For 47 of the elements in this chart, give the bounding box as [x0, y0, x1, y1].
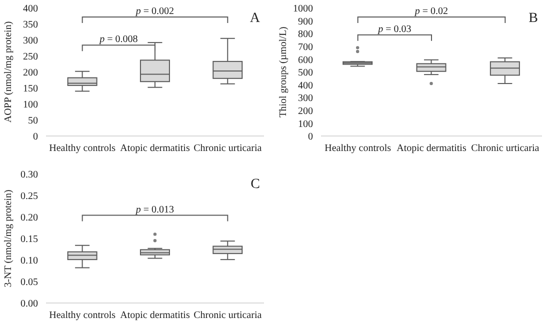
x-tick-label: Healthy controls [324, 143, 392, 154]
y-tick-label: 300 [298, 93, 313, 104]
annotation: p = 0.008 [98, 34, 138, 46]
y-tick-label: 100 [23, 100, 38, 111]
y-tick-label: 0.20 [20, 212, 38, 224]
y-tick-label: 0.05 [20, 277, 38, 288]
y-tick-label: 50 [28, 116, 38, 127]
y-tick-label: 1000 [293, 4, 313, 15]
x-tick-label: Chronic urticaria [194, 143, 262, 154]
y-axis-title: AOPP (nmol/mg protein) [3, 21, 14, 123]
chart-title: C [250, 177, 260, 192]
y-tick-label: 0 [33, 132, 38, 143]
annotation: p = 0.03 [377, 24, 412, 35]
y-tick-label: 300 [23, 36, 38, 47]
y-tick-label: 400 [23, 4, 38, 15]
annotation: p = 0.02 [414, 6, 448, 17]
annotation: p = 0.002 [134, 6, 174, 17]
y-tick-label: 900 [298, 16, 313, 28]
y-tick-label: 200 [298, 106, 313, 117]
y-tick-label: 600 [298, 54, 313, 66]
y-tick-label: 0.15 [20, 234, 38, 246]
chart-title: B [528, 11, 538, 26]
x-tick-label: Healthy controls [49, 310, 116, 322]
chart-title: A [250, 11, 261, 26]
y-tick-label: 0 [308, 132, 313, 143]
y-tick-label: 0.25 [20, 191, 38, 202]
y-tick-label: 150 [23, 84, 38, 95]
x-tick-label: Atopic dermatitis [120, 143, 190, 154]
y-tick-label: 200 [23, 68, 38, 79]
y-tick-label: 500 [298, 68, 313, 79]
y-tick-label: 100 [298, 118, 313, 130]
x-tick-label: Chronic urticaria [471, 143, 540, 154]
x-tick-label: Atopic dermatitis [396, 143, 466, 154]
y-tick-label: 250 [23, 52, 38, 63]
y-tick-label: 350 [23, 20, 38, 31]
annotation: p = 0.013 [134, 204, 174, 216]
y-tick-label: 0.00 [20, 298, 38, 310]
y-tick-label: 400 [298, 80, 313, 92]
x-tick-label: Atopic dermatitis [120, 310, 190, 322]
y-axis-title: Thiol groups (µmol/L) [278, 26, 289, 118]
y-tick-label: 0.30 [20, 170, 38, 181]
y-tick-label: 0.10 [20, 256, 38, 267]
y-tick-label: 800 [298, 29, 313, 40]
y-axis-title: 3-NT (nmol/mg protein) [3, 190, 14, 288]
x-tick-label: Chronic urticaria [194, 310, 262, 322]
x-tick-label: Healthy controls [49, 143, 116, 154]
y-tick-label: 700 [298, 42, 313, 53]
